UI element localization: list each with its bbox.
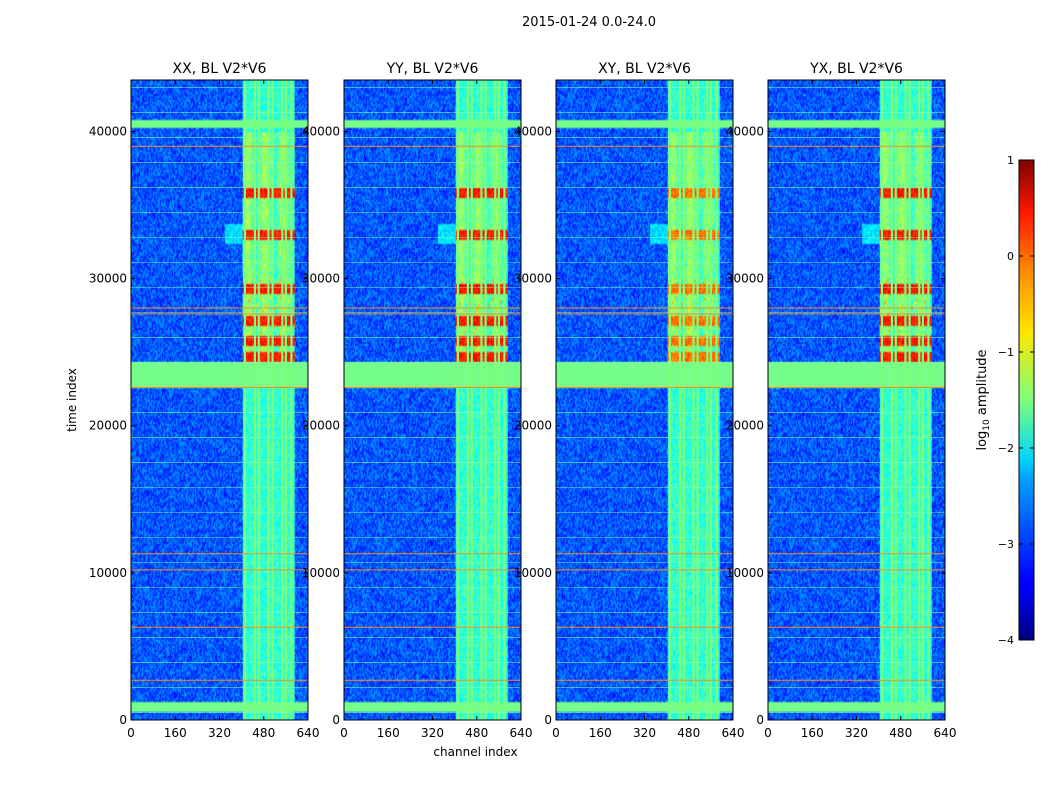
- figure-suptitle: 2015-01-24 0.0-24.0: [522, 15, 656, 30]
- y-tick-label: 0: [544, 713, 552, 727]
- x-tick-label: 0: [552, 726, 560, 740]
- colorbar-label-sub: 10: [982, 419, 992, 431]
- panel-title: XX, BL V2*V6: [173, 61, 267, 77]
- x-tick-label: 480: [465, 726, 488, 740]
- x-tick-label: 320: [633, 726, 656, 740]
- panel-title: XY, BL V2*V6: [598, 61, 691, 77]
- x-tick-label: 480: [889, 726, 912, 740]
- panel-1: YY, BL V2*V6 0 160 320 480 640 0 10000 20000 3000…: [302, 61, 533, 759]
- x-tick-label: 0: [127, 726, 135, 740]
- colorbar-tick-label: −4: [998, 634, 1014, 647]
- y-tick-label: 10000: [726, 566, 764, 580]
- y-tick-label: 10000: [89, 566, 127, 580]
- y-tick-label: 20000: [302, 419, 340, 433]
- y-tick-label: 40000: [302, 124, 340, 138]
- y-tick-label: 30000: [302, 272, 340, 286]
- x-tick-label: 640: [297, 726, 320, 740]
- heatmap-image: [131, 80, 308, 720]
- y-tick-label: 10000: [302, 566, 340, 580]
- y-tick-label: 40000: [89, 124, 127, 138]
- panel-title: YX, BL V2*V6: [809, 61, 903, 77]
- heatmap-image: [768, 80, 945, 720]
- x-tick-label: 0: [764, 726, 772, 740]
- colorbar-tick-label: −1: [998, 346, 1014, 359]
- panel-2: XY, BL V2*V6 0 160 320 480 640 0 10000 20000 3000…: [514, 61, 745, 740]
- y-axis-label: time index: [65, 368, 79, 432]
- y-tick-label: 40000: [726, 124, 764, 138]
- colorbar-label-rest: amplitude: [975, 349, 990, 419]
- panel-3: YX, BL V2*V6 0 160 320 480 640 0 10000 20000 3000…: [726, 61, 957, 740]
- x-tick-label: 320: [421, 726, 444, 740]
- panels: XX, BL V2*V6 0 160 320 480 640 0 10000 20000 3000…: [65, 61, 956, 759]
- panel-0: XX, BL V2*V6 0 160 320 480 640 0 10000 20000 3000…: [65, 61, 319, 740]
- y-tick-label: 0: [756, 713, 764, 727]
- y-tick-label: 0: [332, 713, 340, 727]
- x-tick-label: 160: [164, 726, 187, 740]
- x-tick-label: 640: [722, 726, 745, 740]
- x-tick-label: 320: [208, 726, 231, 740]
- colorbar-label: log10 amplitude: [975, 349, 992, 450]
- x-tick-label: 160: [801, 726, 824, 740]
- y-tick-label: 20000: [89, 419, 127, 433]
- x-tick-label: 480: [252, 726, 275, 740]
- y-tick-label: 20000: [726, 419, 764, 433]
- colorbar-tick-label: 1: [1007, 154, 1014, 167]
- colorbar: 10−1−2−3−4 log10 amplitude: [975, 154, 1035, 647]
- panel-title: YY, BL V2*V6: [386, 61, 479, 77]
- heatmap-image: [344, 80, 521, 720]
- x-tick-label: 0: [340, 726, 348, 740]
- colorbar-label-log: log: [975, 431, 990, 451]
- y-tick-label: 10000: [514, 566, 552, 580]
- x-tick-label: 160: [377, 726, 400, 740]
- x-tick-label: 480: [677, 726, 700, 740]
- x-tick-label: 320: [845, 726, 868, 740]
- x-tick-label: 640: [934, 726, 957, 740]
- colorbar-tick-label: 0: [1007, 250, 1014, 263]
- colorbar-ticks: 1 0 −1 −2 −3 −4: [998, 154, 1034, 647]
- y-tick-label: 0: [119, 713, 127, 727]
- x-axis-label: channel index: [433, 745, 517, 759]
- y-tick-label: 30000: [89, 272, 127, 286]
- y-tick-label: 30000: [514, 272, 552, 286]
- heatmap-image: [556, 80, 733, 720]
- x-tick-label: 640: [510, 726, 533, 740]
- colorbar-bar: [1018, 159, 1035, 641]
- y-tick-label: 20000: [514, 419, 552, 433]
- colorbar-tick-label: −3: [998, 538, 1014, 551]
- y-tick-label: 40000: [514, 124, 552, 138]
- y-tick-label: 30000: [726, 272, 764, 286]
- x-tick-label: 160: [589, 726, 612, 740]
- colorbar-tick-label: −2: [998, 442, 1014, 455]
